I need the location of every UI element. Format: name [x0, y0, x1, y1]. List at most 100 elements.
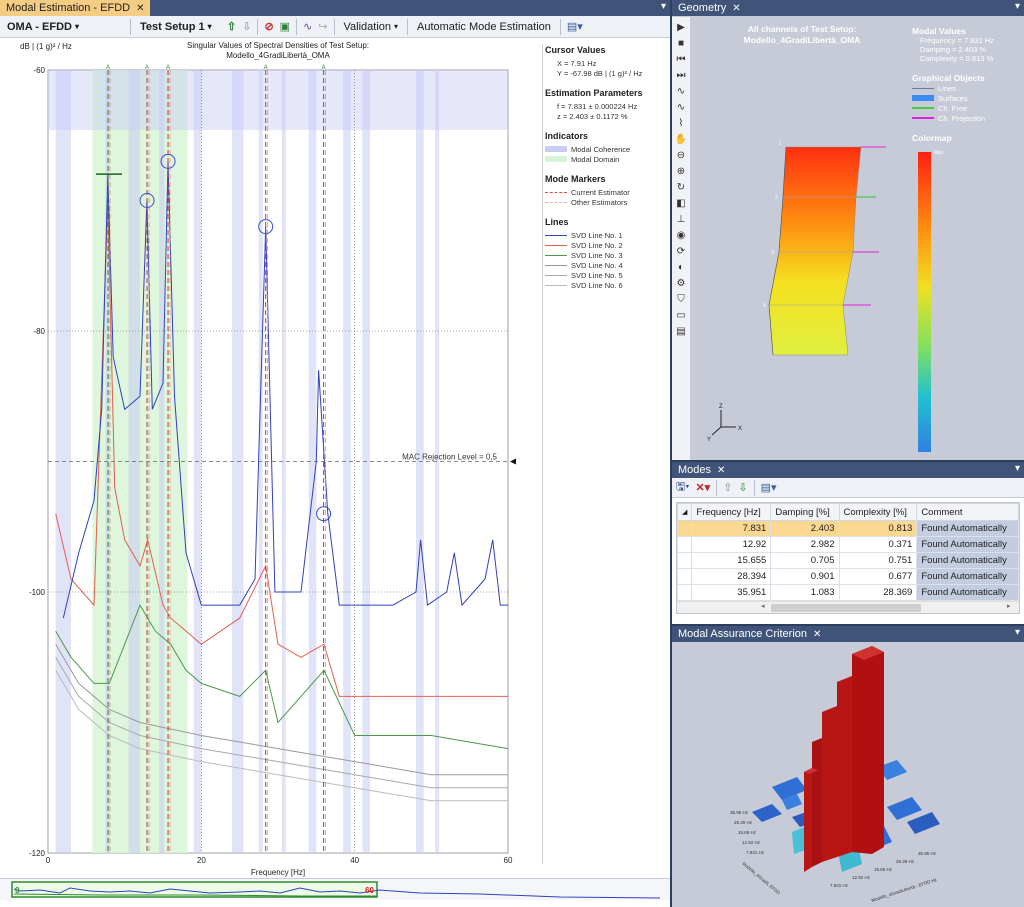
view-icon[interactable]: ◉ [676, 230, 686, 241]
tab-modal-estimation[interactable]: Modal Estimation - EFDD ✕ [0, 0, 151, 16]
column-header[interactable]: Complexity [%] [838, 503, 918, 521]
amplitude-icon[interactable]: ⌇ [678, 118, 684, 129]
axis-icon[interactable]: ⊥ [676, 214, 686, 225]
column-header[interactable]: Damping [%] [770, 503, 840, 521]
svd-chart[interactable]: Singular Values of Spectral Densities of… [0, 40, 540, 878]
table-cell[interactable]: 28.369 [838, 584, 918, 601]
filter-icon[interactable]: ⛉ [677, 294, 685, 305]
table-row[interactable]: 12.92 2.982 0.371 Found Automatically [676, 536, 1019, 553]
close-icon[interactable]: ✕ [732, 2, 741, 14]
cursor-y: Y = -67.98 dB | (1 g)² / Hz [557, 68, 643, 78]
mode-marker-label: A [264, 65, 268, 71]
arrow-up-icon[interactable]: ⇧ [227, 21, 237, 33]
mac-3d-chart[interactable]: 35.95 Hz 28.39 Hz 15.65 Hz 12.92 Hz 7.83… [672, 642, 1024, 907]
dropdown-icon[interactable]: ▾ [1014, 1, 1020, 12]
cube-icon[interactable]: ◧ [676, 198, 686, 209]
table-cell[interactable]: 2.982 [770, 536, 840, 553]
report-icon[interactable]: ▤▾ [566, 21, 583, 33]
tab-label: Modes [678, 464, 712, 476]
animation-icon[interactable]: ∿ [676, 102, 686, 113]
table-row[interactable]: 15.655 0.705 0.751 Found Automatically [676, 552, 1019, 569]
table-cell[interactable]: Found Automatically [916, 584, 1019, 601]
first-frame-icon[interactable]: ⏮ [676, 54, 686, 65]
legend-label: SVD Line No. 2 [571, 240, 623, 250]
arrow-up-icon[interactable]: ⇧ [723, 482, 733, 494]
table-cell[interactable]: 28.394 [691, 568, 772, 585]
window-icon[interactable]: ▭ [676, 310, 686, 321]
divider [753, 479, 755, 496]
go-item: Ch. Projection [912, 113, 1020, 123]
mode-select[interactable]: OMA - EFDD ▾ [4, 20, 124, 34]
test-setup-select[interactable]: Test Setup 1 ▾ [137, 20, 221, 34]
scroll-right-icon[interactable]: ▸ [1007, 603, 1011, 610]
row-handle [676, 568, 693, 585]
table-cell[interactable]: 12.92 [691, 536, 772, 553]
table-cell[interactable]: 0.677 [838, 568, 918, 585]
play-icon[interactable]: ▶ [677, 22, 685, 33]
last-frame-icon[interactable]: ⏭ [676, 70, 686, 81]
close-icon[interactable]: ✕ [717, 464, 726, 476]
overview-range[interactable]: 0 60 [0, 879, 670, 899]
validation-menu[interactable]: Validation ▾ [341, 20, 402, 34]
dropdown-icon[interactable]: ▾ [660, 1, 666, 12]
report-icon[interactable]: ▤▾ [760, 482, 777, 494]
report-icon[interactable]: ▤ [676, 326, 686, 337]
zoom-out-icon[interactable]: ⊖ [676, 150, 686, 161]
toolbar: OMA - EFDD ▾ Test Setup 1 ▾ ⇧ ⇩ ⊘ ▣ ∿ ↪ … [0, 16, 670, 38]
refresh-icon[interactable]: ⟳ [676, 246, 686, 257]
scroll-thumb[interactable] [771, 604, 921, 612]
color-icon[interactable]: ◐ [677, 262, 685, 273]
overview-strip[interactable]: 0 60 [0, 878, 670, 900]
divider [296, 18, 298, 35]
table-cell[interactable]: 35.951 [691, 584, 772, 601]
wave-icon[interactable]: ∿ [676, 86, 686, 97]
table-cell[interactable]: 1.083 [770, 584, 840, 601]
scroll-left-icon[interactable]: ◂ [761, 603, 765, 610]
mac-diagonal-bars [804, 646, 884, 872]
table-cell[interactable]: 2.403 [770, 520, 840, 537]
close-icon[interactable]: ✕ [813, 628, 822, 640]
tab-mac[interactable]: Modal Assurance Criterion ✕ [672, 626, 828, 642]
table-row[interactable]: 35.951 1.083 28.369 Found Automatically [676, 584, 1019, 601]
table-cell[interactable]: Found Automatically [916, 520, 1019, 537]
table-cell[interactable]: Found Automatically [916, 552, 1019, 569]
mode-shape-view[interactable]: 1 2 3 4 X Y Z [691, 17, 906, 457]
tab-geometry[interactable]: Geometry ✕ [672, 0, 747, 16]
hand-icon[interactable]: ✋ [674, 134, 688, 145]
table-cell[interactable]: 0.901 [770, 568, 840, 585]
stop-icon[interactable]: ■ [677, 38, 685, 49]
table-row[interactable]: 7.831 2.403 0.813 Found Automatically [676, 520, 1019, 537]
table-cell[interactable]: 15.655 [691, 552, 772, 569]
divider [407, 18, 409, 35]
table-cell[interactable]: 7.831 [691, 520, 772, 537]
redo-icon[interactable]: ↪ [318, 21, 328, 33]
arrow-down-icon[interactable]: ⇩ [738, 482, 748, 494]
column-header[interactable]: Frequency [Hz] [691, 503, 772, 521]
rotate-icon[interactable]: ↻ [676, 182, 686, 193]
horizontal-scrollbar[interactable]: ◂ ▸ [677, 601, 1019, 613]
settings-icon[interactable]: ⚙ [676, 278, 686, 289]
table-cell[interactable]: 0.813 [838, 520, 918, 537]
save-icon[interactable]: 🖫▾ [676, 481, 690, 493]
table-cell[interactable]: Found Automatically [916, 568, 1019, 585]
dropdown-icon[interactable]: ▾ [1014, 627, 1020, 638]
delete-all-icon[interactable]: ⊘ [264, 21, 274, 33]
table-cell[interactable]: 0.705 [770, 552, 840, 569]
tab-modes[interactable]: Modes ✕ [672, 462, 732, 478]
dropdown-icon[interactable]: ▾ [1014, 463, 1020, 474]
table-cell[interactable]: 0.371 [838, 536, 918, 553]
column-header[interactable]: Comment [916, 503, 1019, 521]
table-cell[interactable]: Found Automatically [916, 536, 1019, 553]
mac-row-label: 28.39 Hz [734, 820, 753, 825]
table-row[interactable]: 28.394 0.901 0.677 Found Automatically [676, 568, 1019, 585]
auto-mode-estimation-button[interactable]: Automatic Mode Estimation [414, 20, 554, 34]
legend-label: Current Estimator [571, 187, 630, 197]
delete-icon[interactable]: ✕▾ [695, 482, 711, 494]
wave-icon[interactable]: ∿ [303, 21, 313, 33]
go-item-label: Ch. Projection [938, 113, 986, 123]
zoom-in-icon[interactable]: ⊕ [676, 166, 686, 177]
close-icon[interactable]: ✕ [136, 2, 145, 14]
arrow-down-icon[interactable]: ⇩ [242, 21, 252, 33]
export-icon[interactable]: ▣ [279, 21, 291, 33]
table-cell[interactable]: 0.751 [838, 552, 918, 569]
